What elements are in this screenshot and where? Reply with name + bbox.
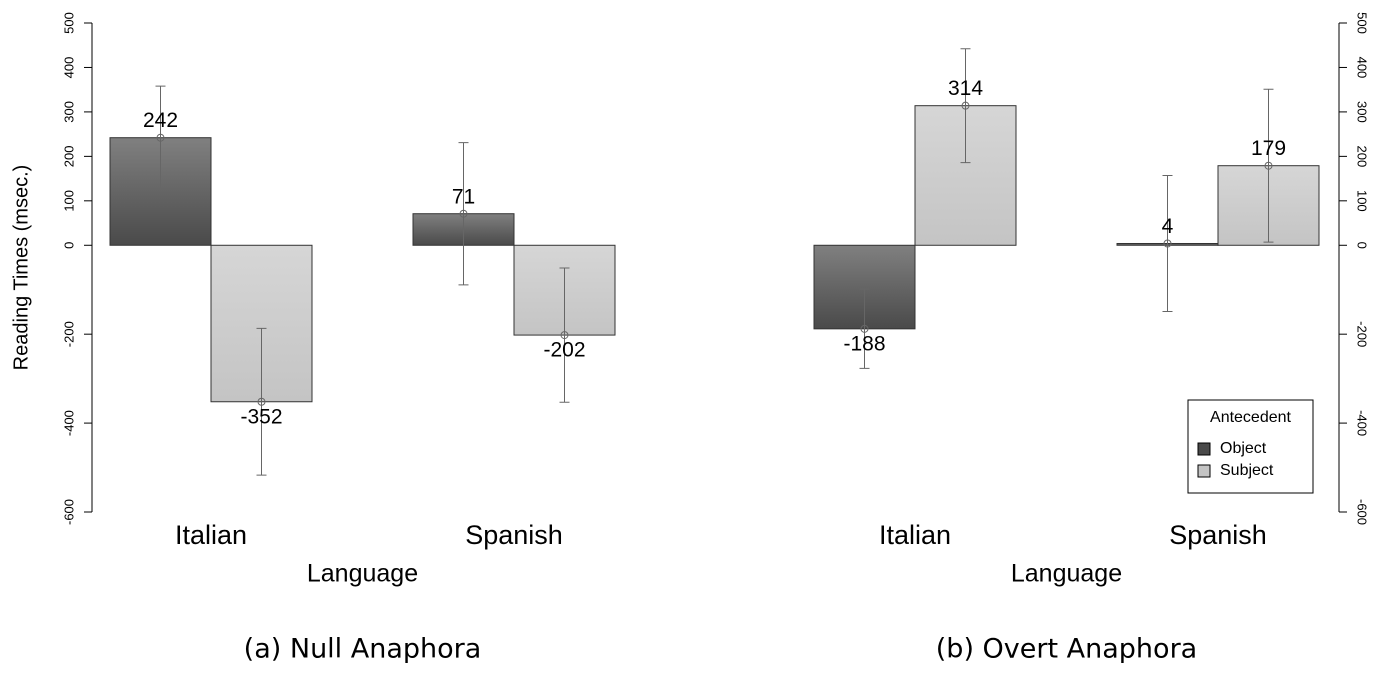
legend-swatch [1197, 442, 1211, 456]
point [860, 324, 869, 333]
error-bar [1162, 174, 1173, 313]
data-label: 242 [143, 109, 178, 132]
data-label: 179 [1251, 137, 1286, 160]
y-tick-label: 500 [1355, 12, 1370, 34]
point [961, 101, 970, 110]
error-bar [1263, 88, 1274, 243]
y-tick-label: 100 [1355, 190, 1370, 212]
y-tick-label: 500 [61, 12, 76, 34]
y-tick-label: 0 [61, 242, 76, 249]
y-tick-label: 0 [1355, 242, 1370, 249]
x-tick-label: Spanish [1169, 520, 1267, 550]
y-tick-label: 300 [1355, 101, 1370, 123]
y-tick-label: 400 [61, 57, 76, 79]
legend-label: Subject [1220, 462, 1274, 479]
x-axis-label: Language [307, 560, 418, 588]
y-tick-label: -400 [1355, 410, 1370, 436]
y-tick-label: 200 [1355, 146, 1370, 168]
point [1163, 239, 1172, 248]
point [257, 397, 266, 406]
error-bar [859, 288, 870, 369]
point [1264, 161, 1273, 170]
x-axis-label: Language [1011, 560, 1122, 588]
data-label: -352 [240, 405, 282, 428]
error-bar [155, 85, 166, 190]
data-label: -202 [543, 339, 585, 362]
caption: (a) Null Anaphora [244, 634, 482, 665]
caption: (b) Overt Anaphora [936, 634, 1197, 665]
legend-swatch [1197, 464, 1211, 478]
y-axis-label: Reading Times (msec.) [10, 165, 32, 371]
y-tick-label: 400 [1355, 57, 1370, 79]
error-bar [458, 142, 469, 286]
error-bar [960, 48, 971, 164]
error-bar [559, 267, 570, 403]
x-tick-label: Italian [175, 520, 247, 550]
y-tick-label: -600 [1355, 499, 1370, 525]
x-tick-label: Italian [879, 520, 951, 550]
data-label: 314 [948, 77, 983, 100]
data-label: 71 [452, 185, 475, 208]
y-tick-label: -600 [61, 499, 76, 525]
y-tick-label: -200 [1355, 321, 1370, 347]
y-tick-label: -200 [61, 321, 76, 347]
point [156, 133, 165, 142]
data-label: 4 [1162, 215, 1174, 238]
y-tick-label: -400 [61, 410, 76, 436]
y-tick-label: 200 [61, 146, 76, 168]
point [459, 209, 468, 218]
point [560, 331, 569, 340]
legend-label: Object [1220, 440, 1267, 457]
error-bar [256, 327, 267, 476]
x-tick-label: Spanish [465, 520, 563, 550]
data-label: -188 [843, 332, 885, 355]
y-tick-label: 100 [61, 190, 76, 212]
legend-title: Antecedent [1210, 409, 1292, 426]
y-tick-label: 300 [61, 101, 76, 123]
